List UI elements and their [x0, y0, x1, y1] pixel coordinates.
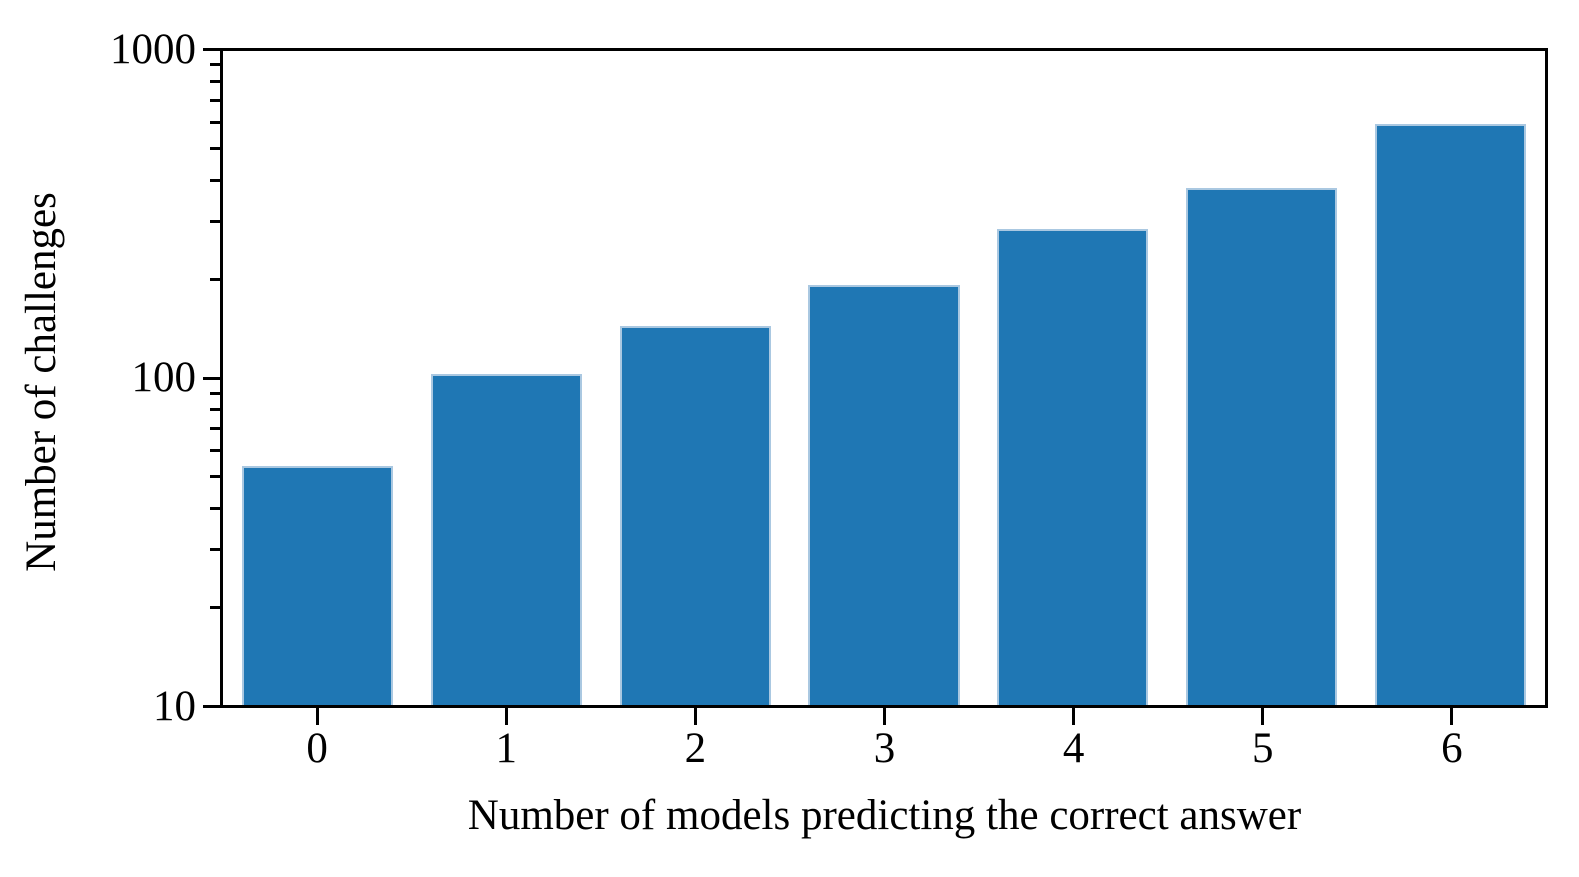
- x-tick: [1450, 708, 1454, 725]
- y-major-tick: [203, 48, 220, 51]
- y-minor-tick: [210, 408, 220, 412]
- bar-0: [241, 465, 393, 705]
- y-minor-tick: [210, 146, 220, 150]
- x-tick: [1072, 708, 1076, 725]
- x-tick: [883, 708, 886, 725]
- bar-2: [619, 326, 771, 705]
- y-minor-tick: [210, 63, 220, 67]
- y-minor-tick: [210, 391, 220, 395]
- y-minor-tick: [210, 120, 220, 124]
- x-tick-label-2: 2: [684, 725, 707, 772]
- y-minor-tick: [210, 449, 220, 453]
- x-tick: [504, 708, 508, 725]
- plot-area: [220, 48, 1548, 708]
- y-major-tick: [203, 705, 220, 708]
- y-minor-tick: [210, 548, 220, 552]
- bar-4: [997, 229, 1149, 705]
- bar-5: [1186, 188, 1338, 705]
- y-minor-tick: [210, 277, 220, 281]
- y-tick-label-1000: 1000: [110, 25, 196, 73]
- y-minor-tick: [210, 98, 220, 102]
- x-tick-label-4: 4: [1062, 725, 1085, 772]
- x-tick-label-1: 1: [495, 725, 517, 772]
- y-minor-tick: [210, 178, 220, 182]
- bar-6: [1375, 123, 1527, 705]
- y-minor-tick: [210, 507, 220, 511]
- x-tick: [315, 708, 319, 725]
- y-minor-tick: [210, 475, 220, 479]
- y-minor-tick: [210, 219, 220, 223]
- y-major-tick: [203, 376, 220, 380]
- bar-3: [808, 285, 960, 705]
- y-tick-label-100: 100: [131, 354, 197, 401]
- x-tick-label-0: 0: [306, 725, 328, 772]
- y-tick-label-10: 10: [153, 682, 196, 730]
- x-tick: [693, 708, 697, 725]
- y-minor-tick: [210, 606, 220, 610]
- x-axis-label: Number of models predicting the correct …: [467, 792, 1302, 839]
- x-tick-label-3: 3: [873, 725, 896, 772]
- y-minor-tick: [210, 427, 220, 431]
- y-minor-tick: [210, 79, 220, 83]
- x-tick-label-6: 6: [1441, 725, 1463, 772]
- bar-1: [430, 373, 582, 705]
- x-tick-label-5: 5: [1252, 725, 1274, 772]
- x-tick: [1261, 708, 1265, 725]
